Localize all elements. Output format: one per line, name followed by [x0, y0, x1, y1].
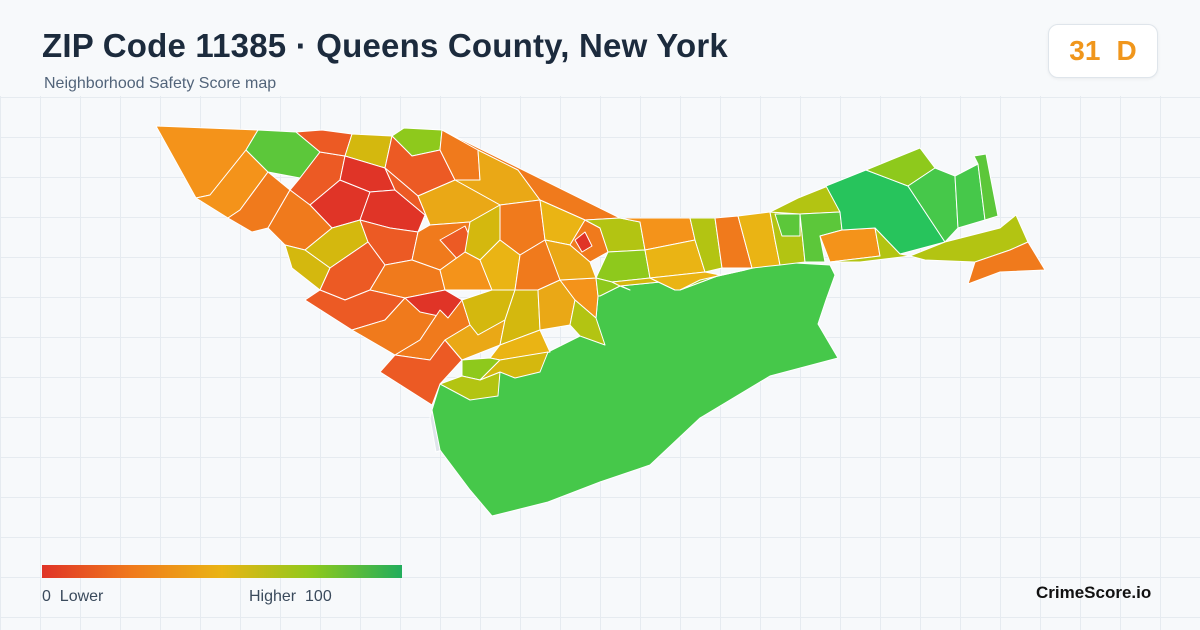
map-tract[interactable]	[569, 299, 606, 346]
legend-low-label: 0 Lower	[42, 588, 103, 606]
score-grade: D	[1116, 35, 1137, 66]
legend-low-value: 0	[42, 588, 51, 605]
map-tract[interactable]	[967, 241, 1046, 285]
legend-high-label: Higher 100	[249, 588, 332, 606]
legend-high-value: 100	[305, 588, 332, 605]
map-tract[interactable]	[595, 249, 651, 283]
map-tract[interactable]	[973, 153, 999, 221]
map-tract[interactable]	[829, 227, 911, 263]
brand-logo-text[interactable]: CrimeScore.io	[1036, 583, 1152, 602]
map-tract[interactable]	[544, 239, 597, 281]
legend-gradient-bar	[42, 565, 402, 578]
map-tract[interactable]	[679, 269, 746, 291]
page-title: ZIP Code 11385 · Queens County, New York	[42, 27, 728, 64]
map-tract[interactable]	[574, 231, 593, 253]
legend-high-text: Higher	[249, 588, 297, 605]
score-badge: 31 D	[1048, 24, 1158, 78]
map-tract[interactable]	[479, 351, 549, 381]
score-value: 31	[1069, 35, 1101, 66]
map-tract[interactable]	[774, 213, 801, 237]
page-subtitle: Neighborhood Safety Score map	[44, 75, 277, 92]
map-tract[interactable]	[689, 217, 723, 273]
legend-low-text: Lower	[59, 588, 104, 605]
header-band	[0, 0, 1200, 96]
